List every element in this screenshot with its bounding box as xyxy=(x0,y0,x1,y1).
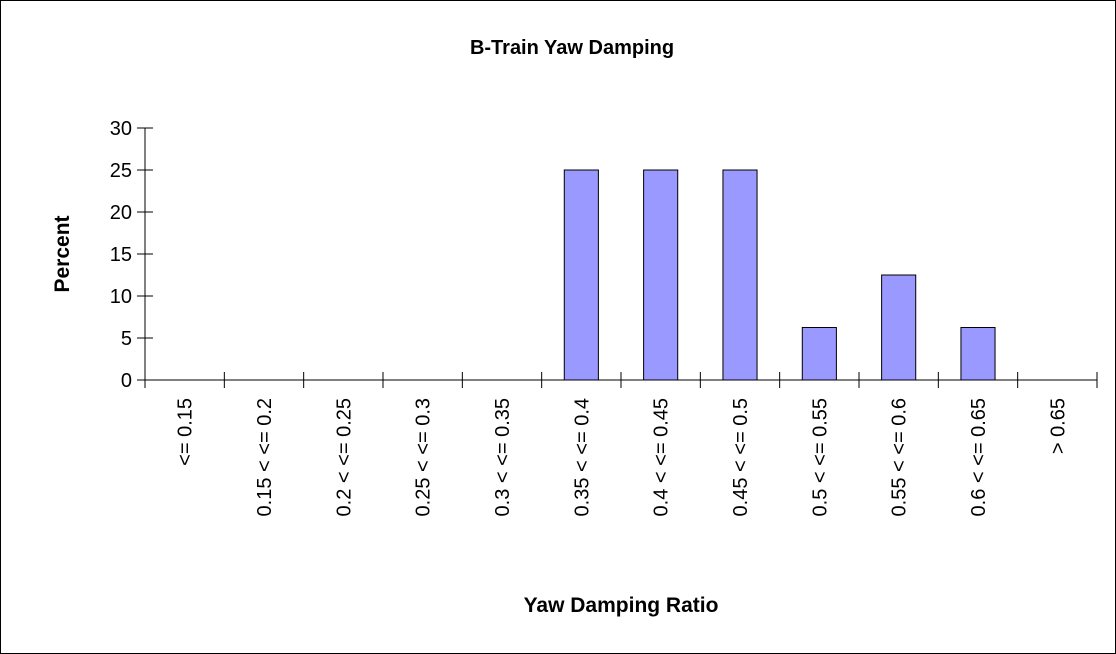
y-tick-label: 15 xyxy=(110,244,132,266)
y-tick-label: 20 xyxy=(110,202,132,224)
y-tick-label: 0 xyxy=(121,370,132,392)
x-axis-title: Yaw Damping Ratio xyxy=(524,594,719,617)
bar xyxy=(881,274,917,381)
x-tick-label: 0.6 < <= 0.65 xyxy=(968,398,990,516)
x-tick-label: 0.4 < <= 0.45 xyxy=(651,398,673,516)
x-tick-label: <= 0.15 xyxy=(175,398,197,466)
y-tick-label: 25 xyxy=(110,160,132,182)
x-tick-label: 0.35 < <= 0.4 xyxy=(571,398,593,516)
x-tick-label: 0.45 < <= 0.5 xyxy=(730,398,752,516)
chart-title: B-Train Yaw Damping xyxy=(470,37,674,59)
x-tick-label: 0.5 < <= 0.55 xyxy=(809,398,831,516)
bar xyxy=(722,169,758,381)
y-axis-title: Percent xyxy=(51,215,74,292)
y-tick-label: 5 xyxy=(121,328,132,350)
x-tick-label: 0.55 < <= 0.6 xyxy=(889,398,911,516)
x-tick-label: 0.15 < <= 0.2 xyxy=(254,398,276,516)
x-tick-label: 0.3 < <= 0.35 xyxy=(492,398,514,516)
bar xyxy=(563,169,599,381)
x-tick-label: 0.25 < <= 0.3 xyxy=(413,398,435,516)
x-tick-label: > 0.65 xyxy=(1047,398,1069,454)
y-tick-label: 30 xyxy=(110,118,132,140)
bar xyxy=(960,327,996,381)
bar xyxy=(643,169,679,381)
x-tick-label: 0.2 < <= 0.25 xyxy=(333,398,355,516)
y-tick-label: 10 xyxy=(110,286,132,308)
bar xyxy=(801,327,837,381)
